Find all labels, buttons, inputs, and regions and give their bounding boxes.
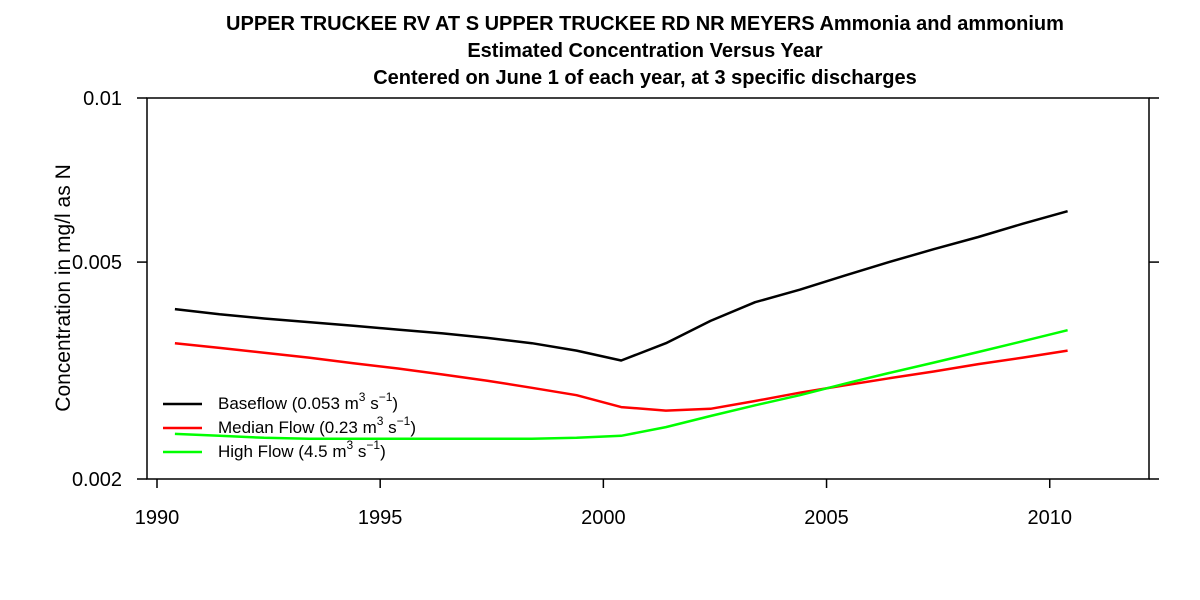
x-tick-label: 1990 xyxy=(135,507,180,529)
x-tick-label: 1995 xyxy=(358,507,403,529)
legend-entry: Median Flow (0.23 m3 s−1) xyxy=(218,414,416,437)
series-group xyxy=(174,209,1068,441)
plot-frame xyxy=(146,97,1150,480)
series-line-0 xyxy=(174,209,1068,362)
legend-entry: Baseflow (0.053 m3 s−1) xyxy=(218,390,398,413)
x-axis: 1990 1995 2000 2005 2010 xyxy=(135,479,1072,529)
y-tick-label: 0.005 xyxy=(72,252,122,274)
x-tick-label: 2010 xyxy=(1027,507,1072,529)
x-tick-label: 2005 xyxy=(804,507,849,529)
x-tick-label: 2000 xyxy=(581,507,626,529)
y-axis-label: Concentration in mg/l as N xyxy=(52,164,75,411)
series-line-1 xyxy=(174,341,1068,412)
series-line-2 xyxy=(174,328,1068,441)
legend-entry: High Flow (4.5 m3 s−1) xyxy=(218,438,386,461)
y-tick-label: 0.002 xyxy=(72,469,122,491)
y-axis: 0.002 0.005 0.01 xyxy=(72,88,1159,491)
chart-subtitle-2: Centered on June 1 of each year, at 3 sp… xyxy=(373,67,917,89)
legend: Baseflow (0.053 m3 s−1)Median Flow (0.23… xyxy=(163,390,416,461)
chart-subtitle: Estimated Concentration Versus Year xyxy=(467,40,823,62)
chart-title: UPPER TRUCKEE RV AT S UPPER TRUCKEE RD N… xyxy=(226,13,1064,35)
y-tick-label: 0.01 xyxy=(83,88,122,110)
